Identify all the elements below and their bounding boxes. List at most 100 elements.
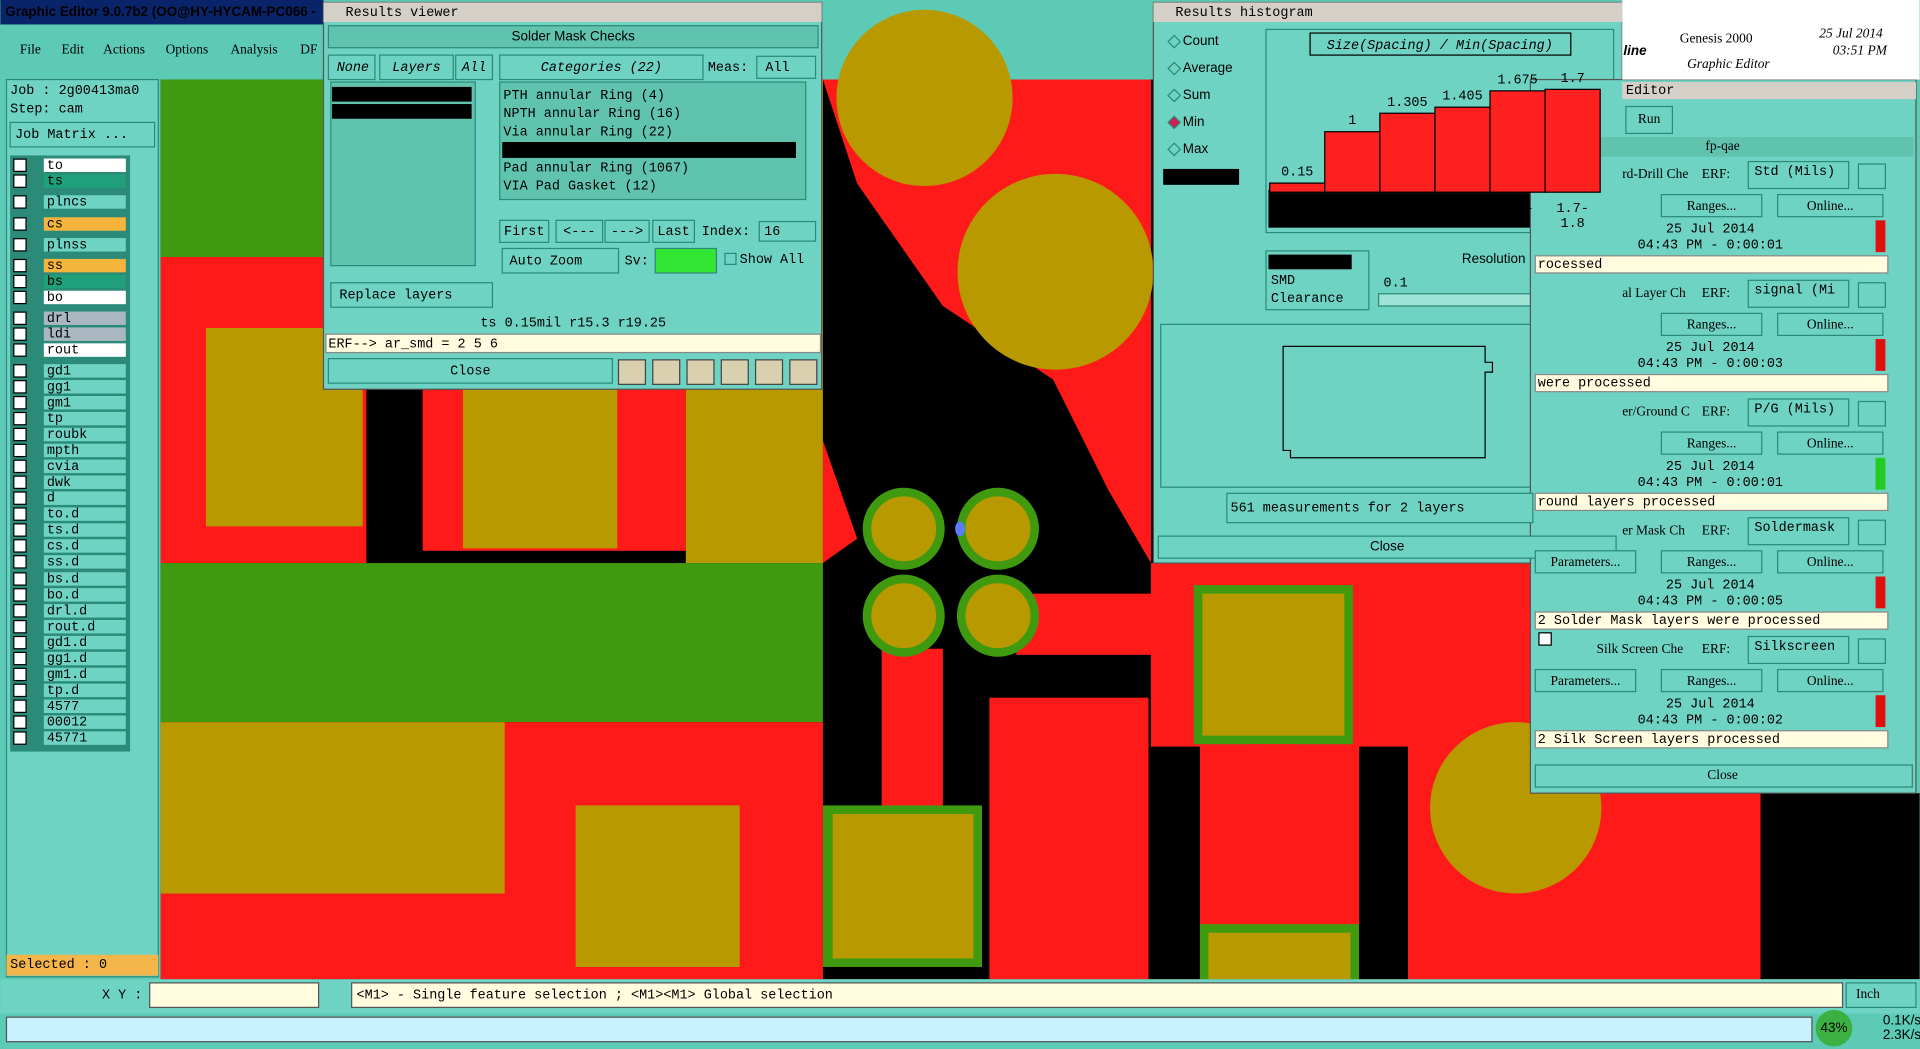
job-matrix-button[interactable] — [9, 121, 156, 148]
layer-name[interactable]: bo.d — [47, 588, 79, 603]
layer-name[interactable]: bs.d — [47, 573, 79, 588]
button-label[interactable]: Categories (22) — [541, 61, 662, 76]
stat-option[interactable]: Sum — [1183, 87, 1211, 102]
button-label[interactable]: Ranges... — [1687, 435, 1737, 450]
layer-row[interactable] — [42, 666, 128, 683]
online-button[interactable] — [1777, 431, 1884, 455]
layer-name[interactable]: ldi — [47, 328, 71, 343]
layer-row[interactable] — [42, 326, 128, 343]
layer-row[interactable] — [42, 474, 128, 491]
layer-row[interactable] — [42, 522, 128, 538]
layer-checkbox[interactable] — [13, 715, 27, 729]
menu-item[interactable]: Edit — [62, 41, 85, 56]
layer-row[interactable] — [42, 157, 128, 174]
toggle-button[interactable] — [499, 54, 704, 81]
list-item[interactable]: Clearance — [1271, 292, 1344, 307]
erf-value[interactable]: Soldermask — [1754, 521, 1835, 536]
radio[interactable] — [1167, 142, 1182, 157]
layer-item[interactable]: bs — [335, 105, 351, 120]
category-item[interactable]: Pad annular Ring (1067) — [503, 162, 689, 177]
layer-name[interactable]: plnss — [47, 238, 87, 253]
layer-checkbox[interactable] — [13, 217, 27, 231]
button-label[interactable]: Close — [450, 364, 490, 379]
layer-row[interactable] — [42, 682, 128, 699]
check-name[interactable]: al Layer Ch — [1622, 285, 1686, 300]
check-name[interactable]: Silk Screen Che — [1596, 641, 1683, 656]
layer-checkbox[interactable] — [13, 364, 27, 378]
layer-row[interactable] — [42, 714, 128, 731]
radio[interactable] — [1167, 61, 1182, 76]
help-button[interactable] — [1857, 638, 1886, 665]
layer-checkbox[interactable] — [13, 539, 27, 553]
nav-button[interactable] — [499, 219, 550, 243]
layer-name[interactable]: ss.d — [47, 555, 79, 570]
layer-name[interactable]: plncs — [47, 196, 87, 211]
tool-icon[interactable] — [720, 359, 749, 385]
button-label[interactable]: Online... — [1807, 554, 1854, 569]
nav-button[interactable] — [604, 219, 650, 243]
layer-row[interactable] — [42, 602, 128, 619]
layer-checkbox[interactable] — [13, 411, 27, 426]
button-label[interactable]: First — [504, 225, 544, 240]
layer-row[interactable] — [42, 537, 128, 554]
layer-row[interactable] — [42, 490, 128, 507]
layer-name[interactable]: gg1.d — [47, 652, 87, 667]
layer-name[interactable]: 4577 — [47, 700, 79, 715]
layer-row[interactable] — [42, 394, 128, 411]
layer-checkbox[interactable] — [13, 158, 27, 172]
tool-icon[interactable] — [686, 359, 715, 385]
layer-name[interactable]: roubk — [47, 428, 87, 443]
button-label[interactable]: Ranges... — [1687, 317, 1737, 332]
tool-icon[interactable] — [652, 359, 681, 385]
dropdown-value[interactable]: All — [765, 61, 789, 76]
menu-item[interactable]: Options — [166, 41, 209, 56]
category-item[interactable]: PTH annular Ring (4) — [503, 89, 664, 104]
erf-value[interactable]: P/G (Mils) — [1754, 402, 1835, 417]
replace-layers-dropdown[interactable] — [330, 282, 494, 308]
ranges-button[interactable] — [1660, 550, 1763, 574]
layer-row[interactable] — [42, 458, 128, 475]
help-button[interactable] — [1857, 163, 1886, 190]
layer-name[interactable]: gd1.d — [47, 636, 87, 651]
run-button[interactable] — [1625, 105, 1674, 135]
erf-dropdown[interactable] — [1747, 279, 1850, 308]
layer-row[interactable] — [42, 194, 128, 210]
button-label[interactable]: Close — [1707, 767, 1738, 782]
radio[interactable] — [1167, 34, 1182, 49]
layer-checkbox[interactable] — [13, 258, 27, 273]
dropdown-value[interactable]: Auto Zoom — [510, 254, 583, 269]
layer-checkbox[interactable] — [13, 572, 27, 586]
button-label[interactable]: Ranges... — [1687, 673, 1737, 688]
layer-checkbox[interactable] — [13, 651, 27, 666]
layer-name[interactable]: bs — [47, 275, 63, 290]
layer-row[interactable] — [42, 410, 128, 427]
button-label[interactable]: None — [337, 61, 369, 76]
layer-checkbox[interactable] — [13, 491, 27, 505]
check-box[interactable] — [1538, 632, 1552, 646]
layer-name[interactable]: gm1 — [47, 396, 71, 411]
layer-name[interactable]: to — [47, 159, 63, 174]
button-label[interactable]: Layers — [392, 61, 440, 76]
measure-item[interactable]: Spacing — [1166, 171, 1223, 186]
layer-name[interactable]: rout — [47, 344, 79, 359]
toggle-button[interactable] — [327, 54, 376, 81]
online-button[interactable] — [1777, 312, 1884, 336]
menu-item[interactable]: File — [20, 41, 41, 56]
ranges-button[interactable] — [1660, 668, 1763, 693]
layer-checkbox[interactable] — [13, 427, 27, 442]
category-item[interactable]: Via annular Ring (22) — [503, 125, 673, 140]
button-label[interactable]: Online... — [1807, 673, 1854, 688]
layer-checkbox[interactable] — [13, 635, 27, 650]
button-label[interactable]: Job Matrix ... — [15, 128, 128, 143]
button-label[interactable]: Parameters... — [1551, 673, 1621, 688]
erf-dropdown[interactable] — [1747, 160, 1850, 190]
layer-name[interactable]: 00012 — [47, 716, 87, 731]
layer-name[interactable]: cs.d — [47, 539, 79, 554]
layer-checkbox[interactable] — [13, 523, 27, 537]
button-label[interactable]: Online... — [1807, 317, 1854, 332]
button-label[interactable]: Close — [1370, 539, 1404, 554]
layer-name[interactable]: ss — [47, 259, 63, 274]
meas-dropdown[interactable] — [756, 55, 817, 79]
layer-checkbox[interactable] — [13, 619, 27, 634]
button-label[interactable]: Parameters... — [1551, 554, 1621, 569]
